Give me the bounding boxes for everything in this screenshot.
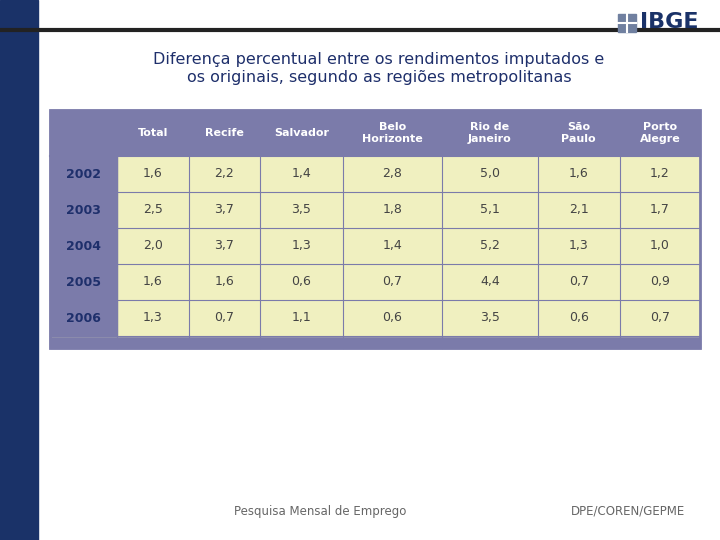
Text: Porto
Alegre: Porto Alegre [639,122,680,144]
Text: os originais, segundo as regiões metropolitanas: os originais, segundo as regiões metropo… [186,70,571,85]
Text: 2005: 2005 [66,275,101,288]
Text: IBGE: IBGE [640,12,698,32]
Text: 1,6: 1,6 [143,275,163,288]
Bar [50,264,700,300]
Bar [50,192,117,228]
Text: Rio de
Janeiro: Rio de Janeiro [468,122,512,144]
Text: 2,1: 2,1 [569,204,588,217]
Text: 2,0: 2,0 [143,240,163,253]
Text: 1,0: 1,0 [650,240,670,253]
Text: 0,6: 0,6 [292,275,311,288]
Text: 0,6: 0,6 [569,312,589,325]
Text: 3,5: 3,5 [480,312,500,325]
Bar [50,156,700,192]
Text: 1,6: 1,6 [143,167,163,180]
Text: 2,2: 2,2 [215,167,234,180]
Text: Pesquisa Mensal de Emprego: Pesquisa Mensal de Emprego [234,505,406,518]
Text: 0,7: 0,7 [382,275,402,288]
Text: 4,4: 4,4 [480,275,500,288]
Bar [50,336,700,348]
Bar [50,264,117,300]
Text: 1,1: 1,1 [292,312,311,325]
Bar [50,192,700,228]
Text: 1,4: 1,4 [382,240,402,253]
Text: 0,7: 0,7 [569,275,589,288]
Text: 2004: 2004 [66,240,101,253]
Text: 2002: 2002 [66,167,101,180]
Bar [50,228,700,264]
Text: Total: Total [138,128,168,138]
Text: Salvador: Salvador [274,128,329,138]
Text: 0,7: 0,7 [650,312,670,325]
Text: 0,6: 0,6 [382,312,402,325]
Text: 1,3: 1,3 [292,240,311,253]
Text: 1,3: 1,3 [569,240,588,253]
Text: Recife: Recife [205,128,244,138]
Text: 3,7: 3,7 [215,204,234,217]
Bar [50,300,117,336]
Text: 1,6: 1,6 [215,275,234,288]
Text: 2,8: 2,8 [382,167,402,180]
Text: 2003: 2003 [66,204,101,217]
Text: 0,9: 0,9 [650,275,670,288]
Text: 2006: 2006 [66,312,101,325]
Text: 1,4: 1,4 [292,167,311,180]
Bar [50,110,700,156]
Bar [50,228,117,264]
Text: 1,8: 1,8 [382,204,402,217]
Text: 5,0: 5,0 [480,167,500,180]
Text: Diferença percentual entre os rendimentos imputados e: Diferença percentual entre os rendimento… [153,52,605,67]
Text: 1,7: 1,7 [650,204,670,217]
Bar [50,300,700,336]
Bar [50,156,117,192]
Text: 5,1: 5,1 [480,204,500,217]
Text: 0,7: 0,7 [215,312,235,325]
Text: São
Paulo: São Paulo [562,122,596,144]
Text: 1,3: 1,3 [143,312,163,325]
Text: 1,6: 1,6 [569,167,588,180]
Bar [50,110,700,348]
Text: 3,7: 3,7 [215,240,234,253]
Bar [0,0,38,540]
Text: Belo
Horizonte: Belo Horizonte [362,122,423,144]
Text: 1,2: 1,2 [650,167,670,180]
Text: DPE/COREN/GEPME: DPE/COREN/GEPME [571,505,685,518]
Text: 5,2: 5,2 [480,240,500,253]
Bar [618,14,636,32]
Text: 2,5: 2,5 [143,204,163,217]
Text: 3,5: 3,5 [292,204,311,217]
